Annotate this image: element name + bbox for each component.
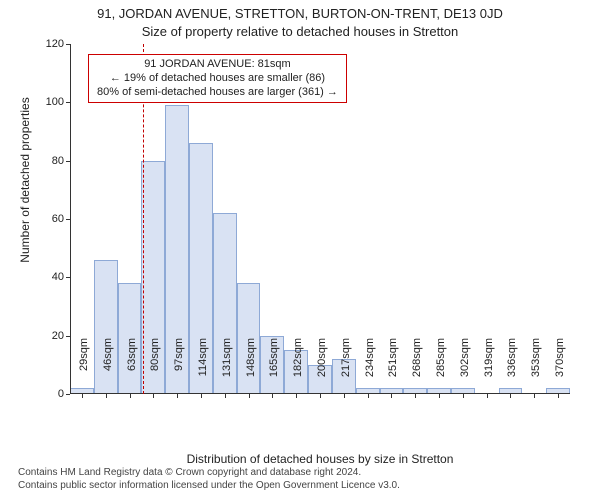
xtick-mark bbox=[272, 394, 273, 398]
ytick-mark bbox=[66, 102, 70, 103]
xtick-mark bbox=[534, 394, 535, 398]
xtick-label: 80sqm bbox=[149, 338, 161, 392]
info-box-line-1: 91 JORDAN AVENUE: 81sqm bbox=[97, 58, 338, 72]
attribution: Contains HM Land Registry data © Crown c… bbox=[18, 467, 400, 492]
xtick-label: 285sqm bbox=[435, 338, 447, 392]
xtick-mark bbox=[82, 394, 83, 398]
xtick-label: 46sqm bbox=[102, 338, 114, 392]
attribution-line-2: Contains public sector information licen… bbox=[18, 480, 400, 493]
ytick-label: 60 bbox=[34, 213, 64, 225]
xtick-label: 114sqm bbox=[197, 338, 209, 392]
xtick-label: 370sqm bbox=[554, 338, 566, 392]
xtick-mark bbox=[344, 394, 345, 398]
xtick-mark bbox=[415, 394, 416, 398]
ytick-mark bbox=[66, 277, 70, 278]
xtick-mark bbox=[106, 394, 107, 398]
ytick-label: 40 bbox=[34, 271, 64, 283]
xtick-label: 165sqm bbox=[268, 338, 280, 392]
ytick-mark bbox=[66, 336, 70, 337]
ytick-label: 0 bbox=[34, 388, 64, 400]
ytick-mark bbox=[66, 161, 70, 162]
ytick-mark bbox=[66, 219, 70, 220]
xtick-label: 353sqm bbox=[530, 338, 542, 392]
xtick-mark bbox=[249, 394, 250, 398]
xtick-label: 148sqm bbox=[245, 338, 257, 392]
xtick-label: 97sqm bbox=[173, 338, 185, 392]
plot-area: 020406080100120 29sqm46sqm63sqm80sqm97sq… bbox=[70, 44, 570, 394]
xtick-label: 319sqm bbox=[483, 338, 495, 392]
xtick-mark bbox=[558, 394, 559, 398]
y-axis-label: Number of detached properties bbox=[18, 50, 32, 310]
ytick-label: 20 bbox=[34, 330, 64, 342]
xtick-label: 182sqm bbox=[292, 338, 304, 392]
info-box-line-3: 80% of semi-detached houses are larger (… bbox=[97, 86, 338, 100]
ytick-label: 80 bbox=[34, 155, 64, 167]
xtick-label: 200sqm bbox=[316, 338, 328, 392]
xtick-mark bbox=[130, 394, 131, 398]
xtick-label: 63sqm bbox=[126, 338, 138, 392]
info-box: 91 JORDAN AVENUE: 81sqm ← 19% of detache… bbox=[88, 54, 347, 103]
xtick-label: 29sqm bbox=[78, 338, 90, 392]
xtick-label: 131sqm bbox=[221, 338, 233, 392]
xtick-label: 217sqm bbox=[340, 338, 352, 392]
xtick-mark bbox=[201, 394, 202, 398]
title-line-1: 91, JORDAN AVENUE, STRETTON, BURTON-ON-T… bbox=[0, 6, 600, 21]
xtick-mark bbox=[463, 394, 464, 398]
title-line-2: Size of property relative to detached ho… bbox=[0, 24, 600, 39]
xtick-mark bbox=[368, 394, 369, 398]
ytick-label: 100 bbox=[34, 96, 64, 108]
xtick-label: 234sqm bbox=[364, 338, 376, 392]
attribution-line-1: Contains HM Land Registry data © Crown c… bbox=[18, 467, 400, 480]
ytick-label: 120 bbox=[34, 38, 64, 50]
ytick-mark bbox=[66, 44, 70, 45]
xtick-mark bbox=[320, 394, 321, 398]
xtick-mark bbox=[391, 394, 392, 398]
xtick-mark bbox=[153, 394, 154, 398]
xtick-label: 251sqm bbox=[387, 338, 399, 392]
xtick-mark bbox=[439, 394, 440, 398]
x-axis-label: Distribution of detached houses by size … bbox=[70, 452, 570, 466]
xtick-mark bbox=[296, 394, 297, 398]
xtick-mark bbox=[225, 394, 226, 398]
xtick-label: 336sqm bbox=[506, 338, 518, 392]
info-box-line-2: ← 19% of detached houses are smaller (86… bbox=[97, 72, 338, 86]
xtick-label: 302sqm bbox=[459, 338, 471, 392]
xtick-mark bbox=[487, 394, 488, 398]
xtick-mark bbox=[177, 394, 178, 398]
xtick-label: 268sqm bbox=[411, 338, 423, 392]
ytick-mark bbox=[66, 394, 70, 395]
xtick-mark bbox=[510, 394, 511, 398]
figure: 91, JORDAN AVENUE, STRETTON, BURTON-ON-T… bbox=[0, 0, 600, 500]
